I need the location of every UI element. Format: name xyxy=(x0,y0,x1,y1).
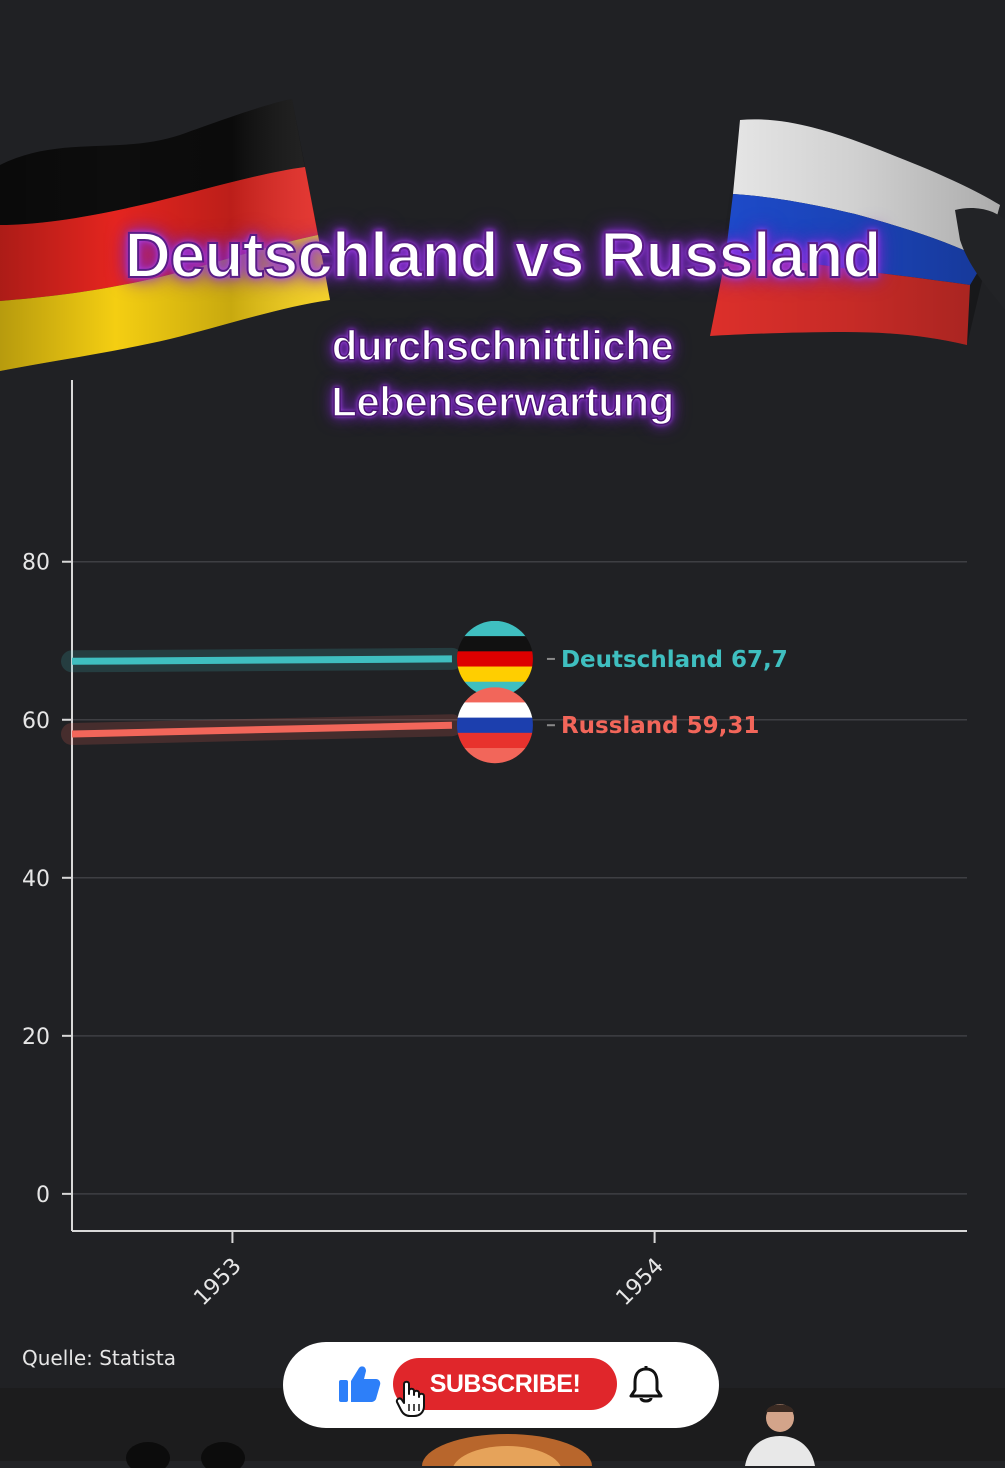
bell-icon[interactable] xyxy=(627,1365,665,1405)
end-label-deutschland: Deutschland 67,7 xyxy=(561,647,788,673)
tick-label-y-40: 40 xyxy=(22,867,50,892)
end-label-russland: Russland 59,31 xyxy=(561,713,759,739)
decorative-figure-right xyxy=(745,1404,815,1466)
tick-label-y-60: 60 xyxy=(22,709,50,734)
chart-subtitle: durchschnittliche Lebenserwartung xyxy=(0,318,1005,430)
flag-russia-icon xyxy=(456,687,533,764)
flag-stripe-deutschland-3 xyxy=(456,666,533,683)
subtitle-line-2: Lebenserwartung xyxy=(330,377,675,426)
subscribe-banner[interactable]: SUBSCRIBE! xyxy=(283,1342,719,1428)
tick-label-y-0: 0 xyxy=(36,1183,50,1208)
flag-stripe-russland-1 xyxy=(456,702,533,719)
series-lines xyxy=(61,647,463,745)
axes: 0 20 40 60 80 1953 1954 xyxy=(22,380,967,1311)
tick-label-x-1953: 1953 xyxy=(189,1254,246,1311)
flag-stripe-russland-2 xyxy=(456,717,533,734)
source-note: Quelle: Statista xyxy=(22,1346,176,1370)
subscribe-button[interactable]: SUBSCRIBE! xyxy=(393,1358,617,1410)
flag-stripe-deutschland-2 xyxy=(456,651,533,668)
cursor-icon xyxy=(395,1380,425,1417)
decorative-figure-left xyxy=(126,1442,245,1468)
flag-stripe-deutschland-1 xyxy=(456,636,533,652)
flag-germany-icon xyxy=(456,620,533,697)
flag-russia-photo xyxy=(710,119,1005,345)
tick-label-y-80: 80 xyxy=(22,551,50,576)
tick-label-x-1954: 1954 xyxy=(612,1254,669,1311)
flag-germany-photo xyxy=(0,99,330,371)
flag-stripe-deutschland-0 xyxy=(456,620,533,637)
tick-label-y-20: 20 xyxy=(22,1025,50,1050)
like-icon[interactable] xyxy=(337,1364,381,1404)
flag-stripe-russland-3 xyxy=(456,732,533,749)
end-labels: Deutschland 67,7 Russland 59,31 xyxy=(456,620,788,764)
subtitle-line-1: durchschnittliche xyxy=(331,321,675,370)
flag-stripe-russland-4 xyxy=(456,748,533,764)
decorative-figure-center xyxy=(422,1434,592,1466)
chart-title: Deutschland vs Russland xyxy=(124,218,883,292)
series-line-russland xyxy=(71,721,453,738)
series-line-deutschland xyxy=(71,655,452,665)
flag-stripe-russland-0 xyxy=(456,687,533,703)
